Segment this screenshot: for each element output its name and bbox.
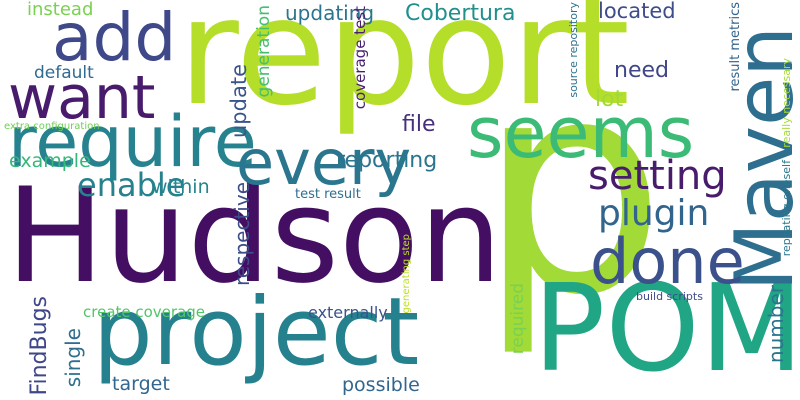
word-report: report bbox=[178, 0, 631, 138]
word-extra-configuration: extra configuration bbox=[4, 121, 100, 132]
word-updating: updating bbox=[285, 1, 375, 25]
word-reporting: reporting bbox=[336, 148, 438, 173]
word-plugin: plugin bbox=[598, 193, 710, 234]
word-want: want bbox=[8, 63, 156, 133]
word-default: default bbox=[34, 63, 94, 83]
word-hudson: Hudson bbox=[6, 159, 503, 312]
word-source-repository: source repository bbox=[567, 2, 580, 98]
word-need: need bbox=[614, 58, 669, 83]
word-require: require bbox=[8, 101, 257, 183]
word-generation: generation bbox=[254, 5, 274, 98]
word-test-result: test result bbox=[295, 187, 361, 202]
word-required: required bbox=[508, 283, 528, 355]
word-update: update bbox=[227, 64, 251, 138]
word-pom: POM bbox=[533, 260, 800, 399]
word-enable: enable bbox=[77, 166, 186, 204]
word-target: target bbox=[112, 373, 170, 395]
word-single: single bbox=[61, 328, 85, 388]
word-build-scripts: build scripts bbox=[636, 290, 703, 303]
word-coverage-test: coverage test bbox=[351, 6, 369, 110]
word-lot: lot bbox=[595, 87, 624, 112]
word-number: number bbox=[764, 285, 788, 364]
word-add: add bbox=[52, 0, 177, 76]
word-within: within bbox=[152, 176, 210, 198]
word-p: p bbox=[478, 15, 666, 360]
word-really-necessary: really necessary bbox=[780, 58, 793, 148]
word-done: done bbox=[590, 225, 745, 298]
word-instead: instead bbox=[27, 0, 94, 20]
word-generating-step: generating step bbox=[401, 234, 412, 314]
word-setting: setting bbox=[588, 153, 727, 199]
word-project: project bbox=[93, 278, 420, 387]
word-seems: seems bbox=[467, 92, 695, 174]
word-result-metrics: result metrics bbox=[728, 2, 743, 92]
word-possible: possible bbox=[342, 374, 420, 396]
word-cobertura: Cobertura bbox=[405, 1, 516, 26]
word-repeating-oneself: repeating oneself bbox=[780, 160, 793, 257]
word-located: located bbox=[598, 0, 676, 23]
word-externally: externally bbox=[308, 303, 388, 322]
word-findbugs: FindBugs bbox=[27, 296, 52, 396]
word-file: file bbox=[402, 112, 436, 137]
word-respective: respective bbox=[230, 182, 254, 287]
word-create-coverage: create coverage bbox=[83, 303, 206, 321]
word-every: every bbox=[236, 126, 412, 199]
word-example: example bbox=[9, 150, 91, 172]
